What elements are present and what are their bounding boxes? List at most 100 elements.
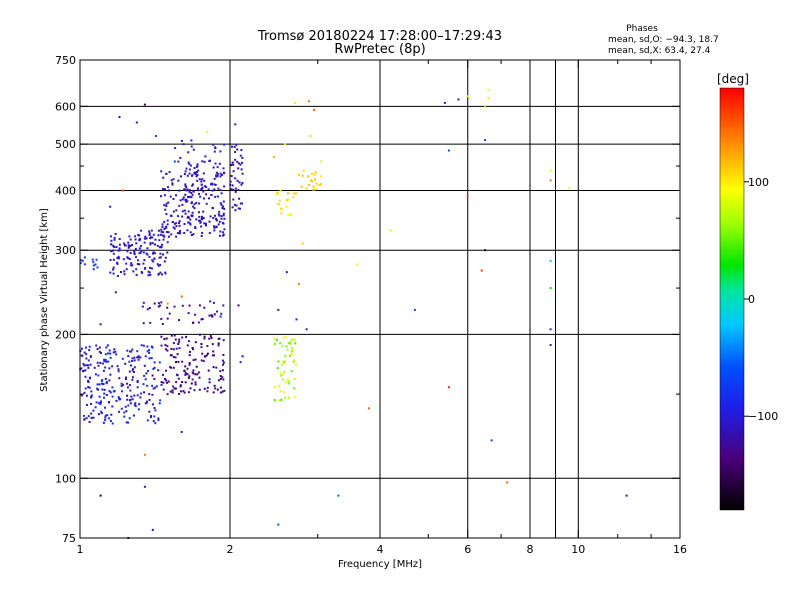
- data-point: [200, 187, 203, 190]
- data-point: [100, 412, 103, 415]
- data-point: [175, 235, 178, 238]
- data-points: [79, 88, 628, 539]
- data-point: [142, 262, 145, 265]
- data-point: [194, 173, 197, 176]
- data-point: [171, 221, 174, 224]
- data-point: [172, 356, 175, 358]
- data-point: [220, 312, 223, 315]
- data-point: [86, 394, 88, 397]
- data-point: [98, 383, 101, 386]
- data-point: [310, 179, 312, 182]
- data-point: [217, 344, 220, 347]
- x-axis-label: Frequency [MHz]: [338, 559, 422, 570]
- data-point: [211, 315, 214, 318]
- data-point: [170, 179, 173, 182]
- data-point: [222, 167, 225, 170]
- data-point: [192, 369, 195, 372]
- data-point: [285, 336, 288, 339]
- data-point: [162, 231, 165, 234]
- data-point: [239, 154, 242, 157]
- data-point: [181, 360, 184, 363]
- data-point: [145, 252, 148, 255]
- data-point: [102, 383, 105, 386]
- data-point: [146, 308, 149, 311]
- data-point: [223, 207, 226, 210]
- data-point: [135, 256, 137, 259]
- data-point: [217, 223, 220, 226]
- data-point: [160, 344, 163, 347]
- data-point: [107, 360, 110, 363]
- data-point: [153, 378, 156, 380]
- data-point: [205, 354, 208, 357]
- data-point: [138, 403, 141, 406]
- data-point: [300, 185, 303, 188]
- y-tick-label: 300: [55, 244, 76, 257]
- data-point: [97, 374, 100, 377]
- data-point: [108, 390, 111, 393]
- data-point: [106, 414, 109, 417]
- data-point: [210, 337, 213, 339]
- data-point: [145, 237, 148, 240]
- data-point: [313, 108, 316, 111]
- data-point: [192, 233, 195, 236]
- data-point: [216, 172, 219, 175]
- data-point: [192, 348, 195, 351]
- data-point: [178, 224, 181, 227]
- data-point: [187, 151, 190, 154]
- data-point: [117, 368, 120, 371]
- data-point: [293, 396, 296, 399]
- data-point: [183, 173, 186, 176]
- data-point: [136, 394, 139, 397]
- data-point: [170, 347, 173, 350]
- data-point: [163, 235, 166, 238]
- data-point: [191, 193, 194, 196]
- data-point: [312, 185, 315, 188]
- data-point: [182, 196, 185, 199]
- data-point: [132, 368, 134, 371]
- data-point: [184, 365, 187, 368]
- data-point: [118, 397, 120, 399]
- chart-title: Tromsø 20180224 17:28:00–17:29:43: [257, 29, 502, 44]
- data-point: [137, 259, 139, 262]
- data-point: [108, 379, 111, 382]
- data-point: [133, 359, 136, 362]
- data-point: [285, 381, 288, 384]
- data-point: [179, 156, 182, 159]
- data-point: [175, 381, 178, 384]
- data-point: [188, 354, 191, 357]
- data-point: [205, 193, 208, 196]
- data-point: [214, 195, 217, 198]
- data-point: [286, 378, 289, 381]
- data-point: [214, 184, 217, 186]
- data-point: [549, 344, 552, 346]
- data-point: [172, 366, 175, 369]
- data-point: [287, 198, 290, 201]
- data-point: [109, 356, 112, 359]
- data-point: [96, 383, 99, 386]
- data-point: [110, 413, 113, 416]
- data-point: [159, 271, 162, 274]
- data-point: [209, 300, 212, 303]
- data-point: [195, 218, 198, 221]
- data-point: [293, 338, 296, 341]
- data-point: [167, 201, 170, 204]
- data-point: [198, 304, 201, 307]
- data-point: [103, 392, 106, 395]
- data-point: [146, 247, 149, 250]
- data-point: [166, 219, 169, 222]
- data-point: [128, 417, 131, 420]
- data-point: [443, 101, 446, 104]
- data-point: [148, 255, 151, 258]
- data-point: [215, 217, 218, 220]
- data-point: [174, 387, 177, 390]
- data-point: [164, 208, 167, 211]
- data-point: [229, 183, 232, 186]
- data-point: [277, 360, 280, 363]
- chart-subtitle: RwPretec (8p): [334, 42, 425, 57]
- data-point: [162, 373, 164, 376]
- data-point: [181, 203, 184, 206]
- data-point: [149, 243, 152, 246]
- data-point: [150, 416, 152, 418]
- data-point: [413, 308, 416, 311]
- data-point: [178, 319, 180, 322]
